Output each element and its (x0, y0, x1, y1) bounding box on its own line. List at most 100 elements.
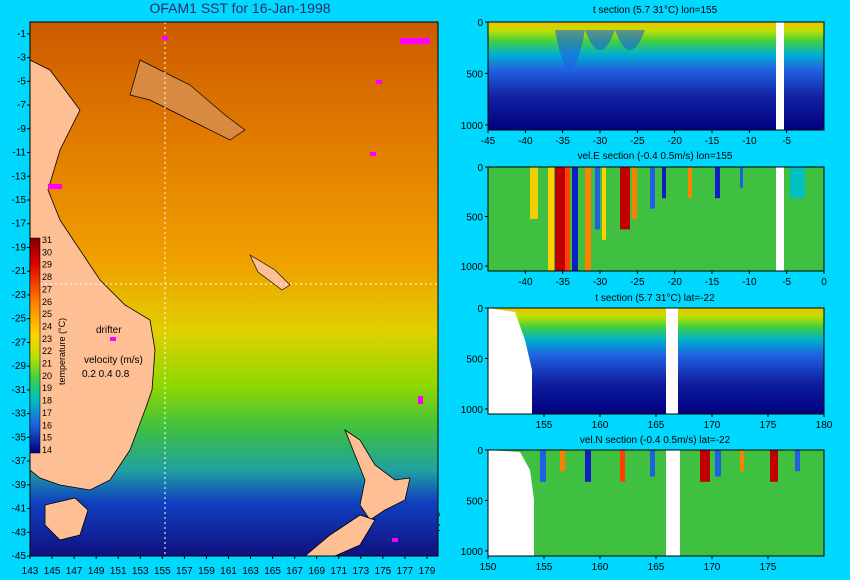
map-y-tick-label: -45 (12, 551, 27, 562)
colorbar-tick-label: 31 (42, 235, 52, 245)
map-y-tick-label: -21 (12, 266, 27, 277)
velocity-band (560, 450, 565, 472)
colorbar-tick-label: 14 (42, 445, 52, 455)
velocity-band (650, 450, 655, 477)
panel-x-tick-label: -40 (518, 136, 533, 147)
map-y-tick-label: -33 (12, 409, 27, 420)
map-y-tick-label: -29 (12, 361, 27, 372)
panel-x-tick-label: 0 (821, 277, 827, 288)
panel-x-tick-label: 150 (480, 562, 497, 573)
velocity-band (688, 167, 692, 199)
colorbar-tick-label: 15 (42, 433, 52, 443)
drifter-marker (392, 538, 398, 542)
panel-y-tick-label: 500 (466, 213, 483, 224)
map-y-tick-label: -11 (12, 148, 26, 159)
panel-x-tick-label: 165 (648, 420, 665, 431)
map-x-tick-label: 169 (308, 566, 325, 577)
velocity-legend-values: 0.2 0.4 0.8 (82, 369, 130, 380)
panel-y-tick-label: 500 (466, 496, 483, 507)
colorbar-tick-label: 27 (42, 284, 52, 294)
colorbar-gradient (29, 237, 41, 454)
panel-x-tick-label: 155 (536, 420, 553, 431)
map-y-tick-label: -19 (12, 242, 27, 253)
map-x-tick-label: 167 (286, 566, 303, 577)
new-guinea-coast (129, 59, 246, 141)
colorbar-label: temperature (°C) (57, 318, 67, 385)
panel-x-tick-label: 170 (704, 562, 721, 573)
velocity-legend-label: velocity (m/s) (84, 355, 143, 366)
map-y-tick-label: -15 (12, 195, 27, 206)
map-y-tick-label: -7 (17, 100, 26, 111)
tasmania-land (44, 497, 89, 541)
drifter-legend-label: drifter (96, 325, 122, 336)
colorbar-tick-label: 20 (42, 371, 52, 381)
panel-y-tick-label: 1000 (461, 121, 484, 132)
map-x-tick-label: 159 (198, 566, 215, 577)
map-x-tick-label: 161 (220, 566, 237, 577)
panel-frame (487, 21, 825, 131)
panel-x-tick-label: 175 (760, 420, 777, 431)
map-y-tick-label: -39 (12, 480, 27, 491)
section-heatmap (488, 167, 824, 271)
t-section-lon155: t section (5.7 31°C) lon=155 (487, 5, 825, 131)
vele-section-lon155: vel.E section (-0.4 0.5m/s) lon=155 (487, 151, 825, 272)
velocity-band (585, 167, 591, 271)
map-x-tick-label: 179 (419, 566, 436, 577)
map-y-tick-label: -37 (12, 456, 27, 467)
section-gap (666, 450, 680, 556)
map-x-tick-label: 165 (264, 566, 281, 577)
velocity-band (530, 167, 538, 219)
veln-section-lat22: vel.N section (-0.4 0.5m/s) lat=-22 (487, 435, 825, 557)
panel-x-tick-label: 160 (592, 562, 609, 573)
panel-y-tick-label: 1000 (461, 262, 484, 273)
velocity-band (602, 167, 606, 240)
panel-y-tick-label: 500 (466, 354, 483, 365)
velocity-band (650, 167, 655, 209)
velocity-band (620, 167, 630, 230)
section-land-mask (488, 450, 534, 556)
map-y-tick-label: -27 (12, 337, 27, 348)
velocity-band (555, 167, 565, 271)
velocity-band (540, 450, 546, 482)
panel-x-tick-label: -40 (518, 277, 533, 288)
velocity-band (632, 167, 637, 219)
drifter-marker (376, 80, 382, 84)
panel-y-tick-label: 0 (477, 304, 483, 315)
panel-x-tick-label: 155 (536, 562, 553, 573)
velocity-band (740, 450, 744, 472)
map-y-tick-label: -25 (12, 314, 27, 325)
map-y-tick-label: -43 (12, 527, 27, 538)
panel-axes: -45 -40 -35 -30 -25 -20 -15 -10 -5 0 500 1000 -40 -35… (461, 18, 833, 573)
panel-y-tick-label: 0 (477, 163, 483, 174)
panel-frame (487, 166, 825, 272)
colorbar-tick-label: 25 (42, 309, 52, 319)
velocity-band (548, 167, 554, 271)
panel-y-tick-label: 0 (477, 446, 483, 457)
panel-x-tick-label: -25 (630, 277, 645, 288)
map-title: OFAM1 SST for 16-Jan-1998 (149, 0, 331, 16)
panel-title: vel.N section (-0.4 0.5m/s) lat=-22 (580, 435, 731, 446)
velocity-band (795, 450, 800, 472)
section-land-mask (488, 308, 532, 414)
velocity-band (715, 167, 720, 199)
colorbar-tick-label: 19 (42, 383, 52, 393)
colorbar-tick-label: 26 (42, 297, 52, 307)
t-section-lat22: t section (5.7 31°C) lat=-22 (487, 293, 825, 415)
map-x-tick-label: 163 (242, 566, 259, 577)
colorbar-tick-label: 28 (42, 272, 52, 282)
map-x-tick-label: 155 (154, 566, 171, 577)
section-heatmap (488, 308, 824, 414)
velocity-band (662, 167, 666, 199)
map-y-tick-label: -9 (17, 124, 26, 135)
drifter-marker (48, 184, 62, 189)
colorbar-tick-label: 21 (42, 359, 52, 369)
panel-x-tick-label: -30 (593, 136, 608, 147)
section-feature (555, 30, 645, 70)
map-x-tick-label: 149 (88, 566, 105, 577)
colorbar-tick-label: 17 (42, 408, 52, 418)
colorbar-tick-label: 23 (42, 334, 52, 344)
map-x-tick-label: 147 (66, 566, 83, 577)
velocity-band (740, 167, 743, 188)
section-gap (776, 22, 784, 130)
